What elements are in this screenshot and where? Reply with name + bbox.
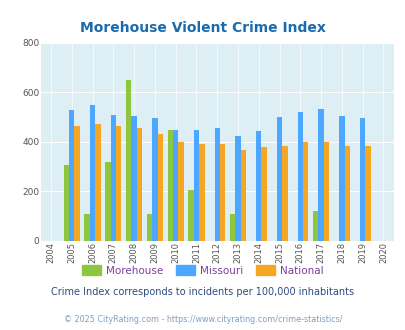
Text: © 2025 CityRating.com - https://www.cityrating.com/crime-statistics/: © 2025 CityRating.com - https://www.city… — [64, 315, 341, 324]
Bar — [229, 214, 235, 241]
Bar — [318, 109, 323, 241]
Bar — [110, 115, 116, 241]
Bar — [90, 105, 95, 241]
Bar — [220, 145, 225, 241]
Bar — [276, 117, 281, 241]
Bar — [359, 118, 364, 241]
Bar — [302, 143, 308, 241]
Bar — [74, 126, 80, 241]
Bar — [84, 214, 90, 241]
Bar — [364, 147, 370, 241]
Bar — [64, 165, 69, 241]
Bar — [312, 211, 318, 241]
Bar — [131, 116, 136, 241]
Bar — [157, 135, 162, 241]
Bar — [235, 136, 240, 241]
Bar — [323, 142, 328, 241]
Bar — [281, 146, 287, 241]
Bar — [188, 190, 193, 241]
Bar — [240, 150, 245, 241]
Bar — [69, 111, 74, 241]
Bar — [147, 214, 152, 241]
Bar — [167, 130, 173, 241]
Text: Crime Index corresponds to incidents per 100,000 inhabitants: Crime Index corresponds to incidents per… — [51, 287, 354, 297]
Bar — [173, 129, 178, 241]
Bar — [116, 126, 121, 241]
Bar — [198, 145, 204, 241]
Bar — [126, 80, 131, 241]
Bar — [297, 112, 302, 241]
Bar — [136, 128, 142, 241]
Bar — [105, 162, 110, 241]
Bar — [193, 129, 198, 241]
Bar — [256, 131, 261, 241]
Bar — [152, 118, 157, 241]
Legend: Morehouse, Missouri, National: Morehouse, Missouri, National — [78, 261, 327, 280]
Bar — [338, 116, 344, 241]
Text: Morehouse Violent Crime Index: Morehouse Violent Crime Index — [80, 21, 325, 35]
Bar — [344, 146, 349, 241]
Bar — [261, 147, 266, 241]
Bar — [178, 142, 183, 241]
Bar — [95, 124, 100, 241]
Bar — [214, 128, 220, 241]
